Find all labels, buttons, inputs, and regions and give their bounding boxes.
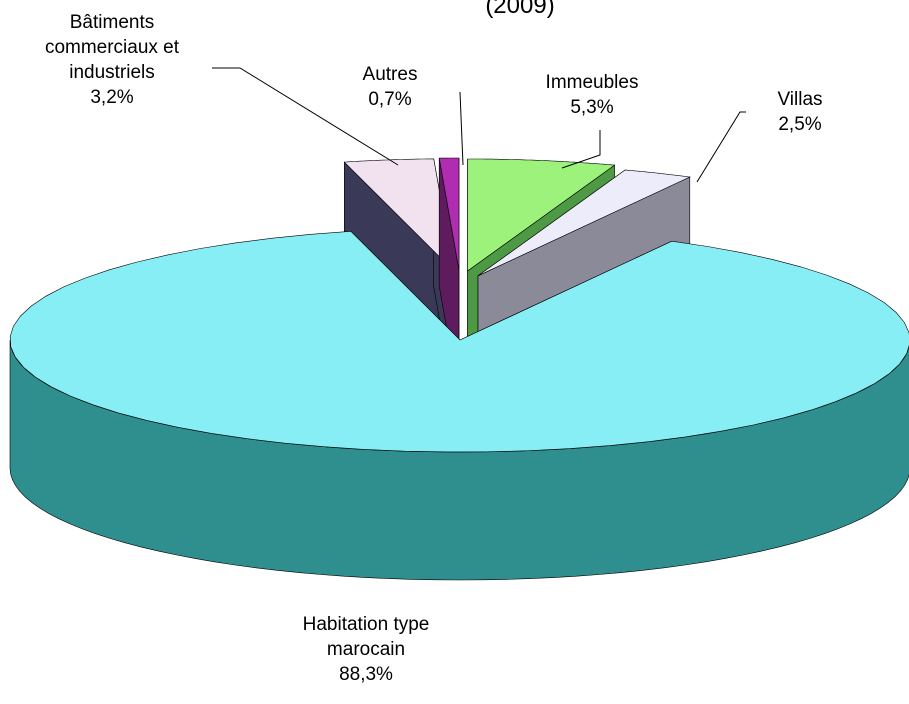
pie [9,157,909,581]
value-label: 3,2% [90,87,134,108]
value-label: 0,7% [368,89,412,110]
slice-label: Bâtiments commerciaux et industriels 3,2% [37,10,187,110]
slice [9,230,909,453]
slice [438,157,460,271]
category-label: Autres [362,64,418,85]
slice-label: Villas 2,5% [777,87,822,137]
category-label: Habitation type marocain [302,614,430,660]
slice [467,158,616,272]
category-label: Immeubles [545,72,639,93]
slice [343,158,454,272]
slice [477,169,691,277]
leader-line [561,130,601,169]
category-label: Villas [777,89,823,110]
leader-lines [212,67,746,183]
value-label: 2,5% [778,114,822,135]
slice-label: Autres 0,7% [363,62,418,112]
leader-line [459,91,464,166]
chart-title: (2009) [485,0,555,19]
value-label: 88,3% [339,664,393,685]
leader-line [696,111,746,183]
value-label: 5,3% [570,97,614,118]
category-label: Bâtiments commerciaux et industriels [44,12,180,83]
slice-label: Immeubles 5,3% [546,70,639,120]
leader-line [212,67,399,166]
slice-label: Habitation type marocain 88,3% [276,612,456,687]
